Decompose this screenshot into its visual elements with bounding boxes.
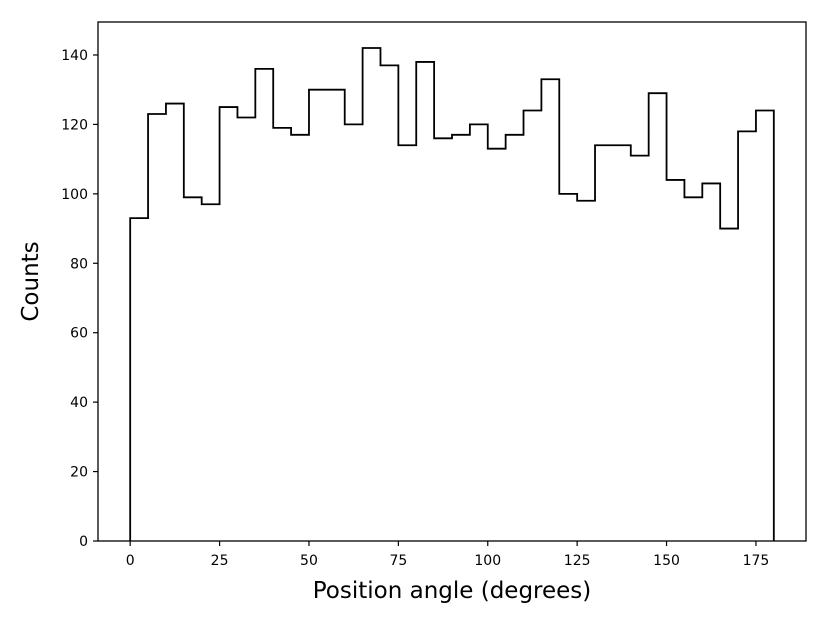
y-tick-label: 20 [70,465,88,481]
y-tick-label: 100 [61,187,88,203]
plot-area [129,47,775,541]
x-tick-label: 125 [564,553,591,569]
y-tick-label: 120 [61,117,88,133]
x-tick-label: 150 [653,553,680,569]
x-axis-ticks: 0 25 50 75 100 125 150 175 [126,541,770,569]
axes-frame [97,21,807,542]
x-axis-label: Position angle (degrees) [313,578,592,604]
y-axis-label: Counts [18,241,44,321]
x-tick-label: 175 [743,553,770,569]
y-axis-ticks: 0 20 40 60 80 100 120 140 [61,48,98,550]
y-tick-label: 0 [79,534,88,550]
y-tick-label: 60 [70,326,88,342]
x-tick-label: 25 [211,553,229,569]
y-tick-label: 140 [61,48,88,64]
x-tick-label: 75 [389,553,407,569]
x-tick-label: 0 [126,553,135,569]
x-tick-label: 50 [300,553,318,569]
x-tick-label: 100 [474,553,501,569]
histogram-step-line [129,47,775,541]
y-tick-label: 40 [70,395,88,411]
y-tick-label: 80 [70,256,88,272]
